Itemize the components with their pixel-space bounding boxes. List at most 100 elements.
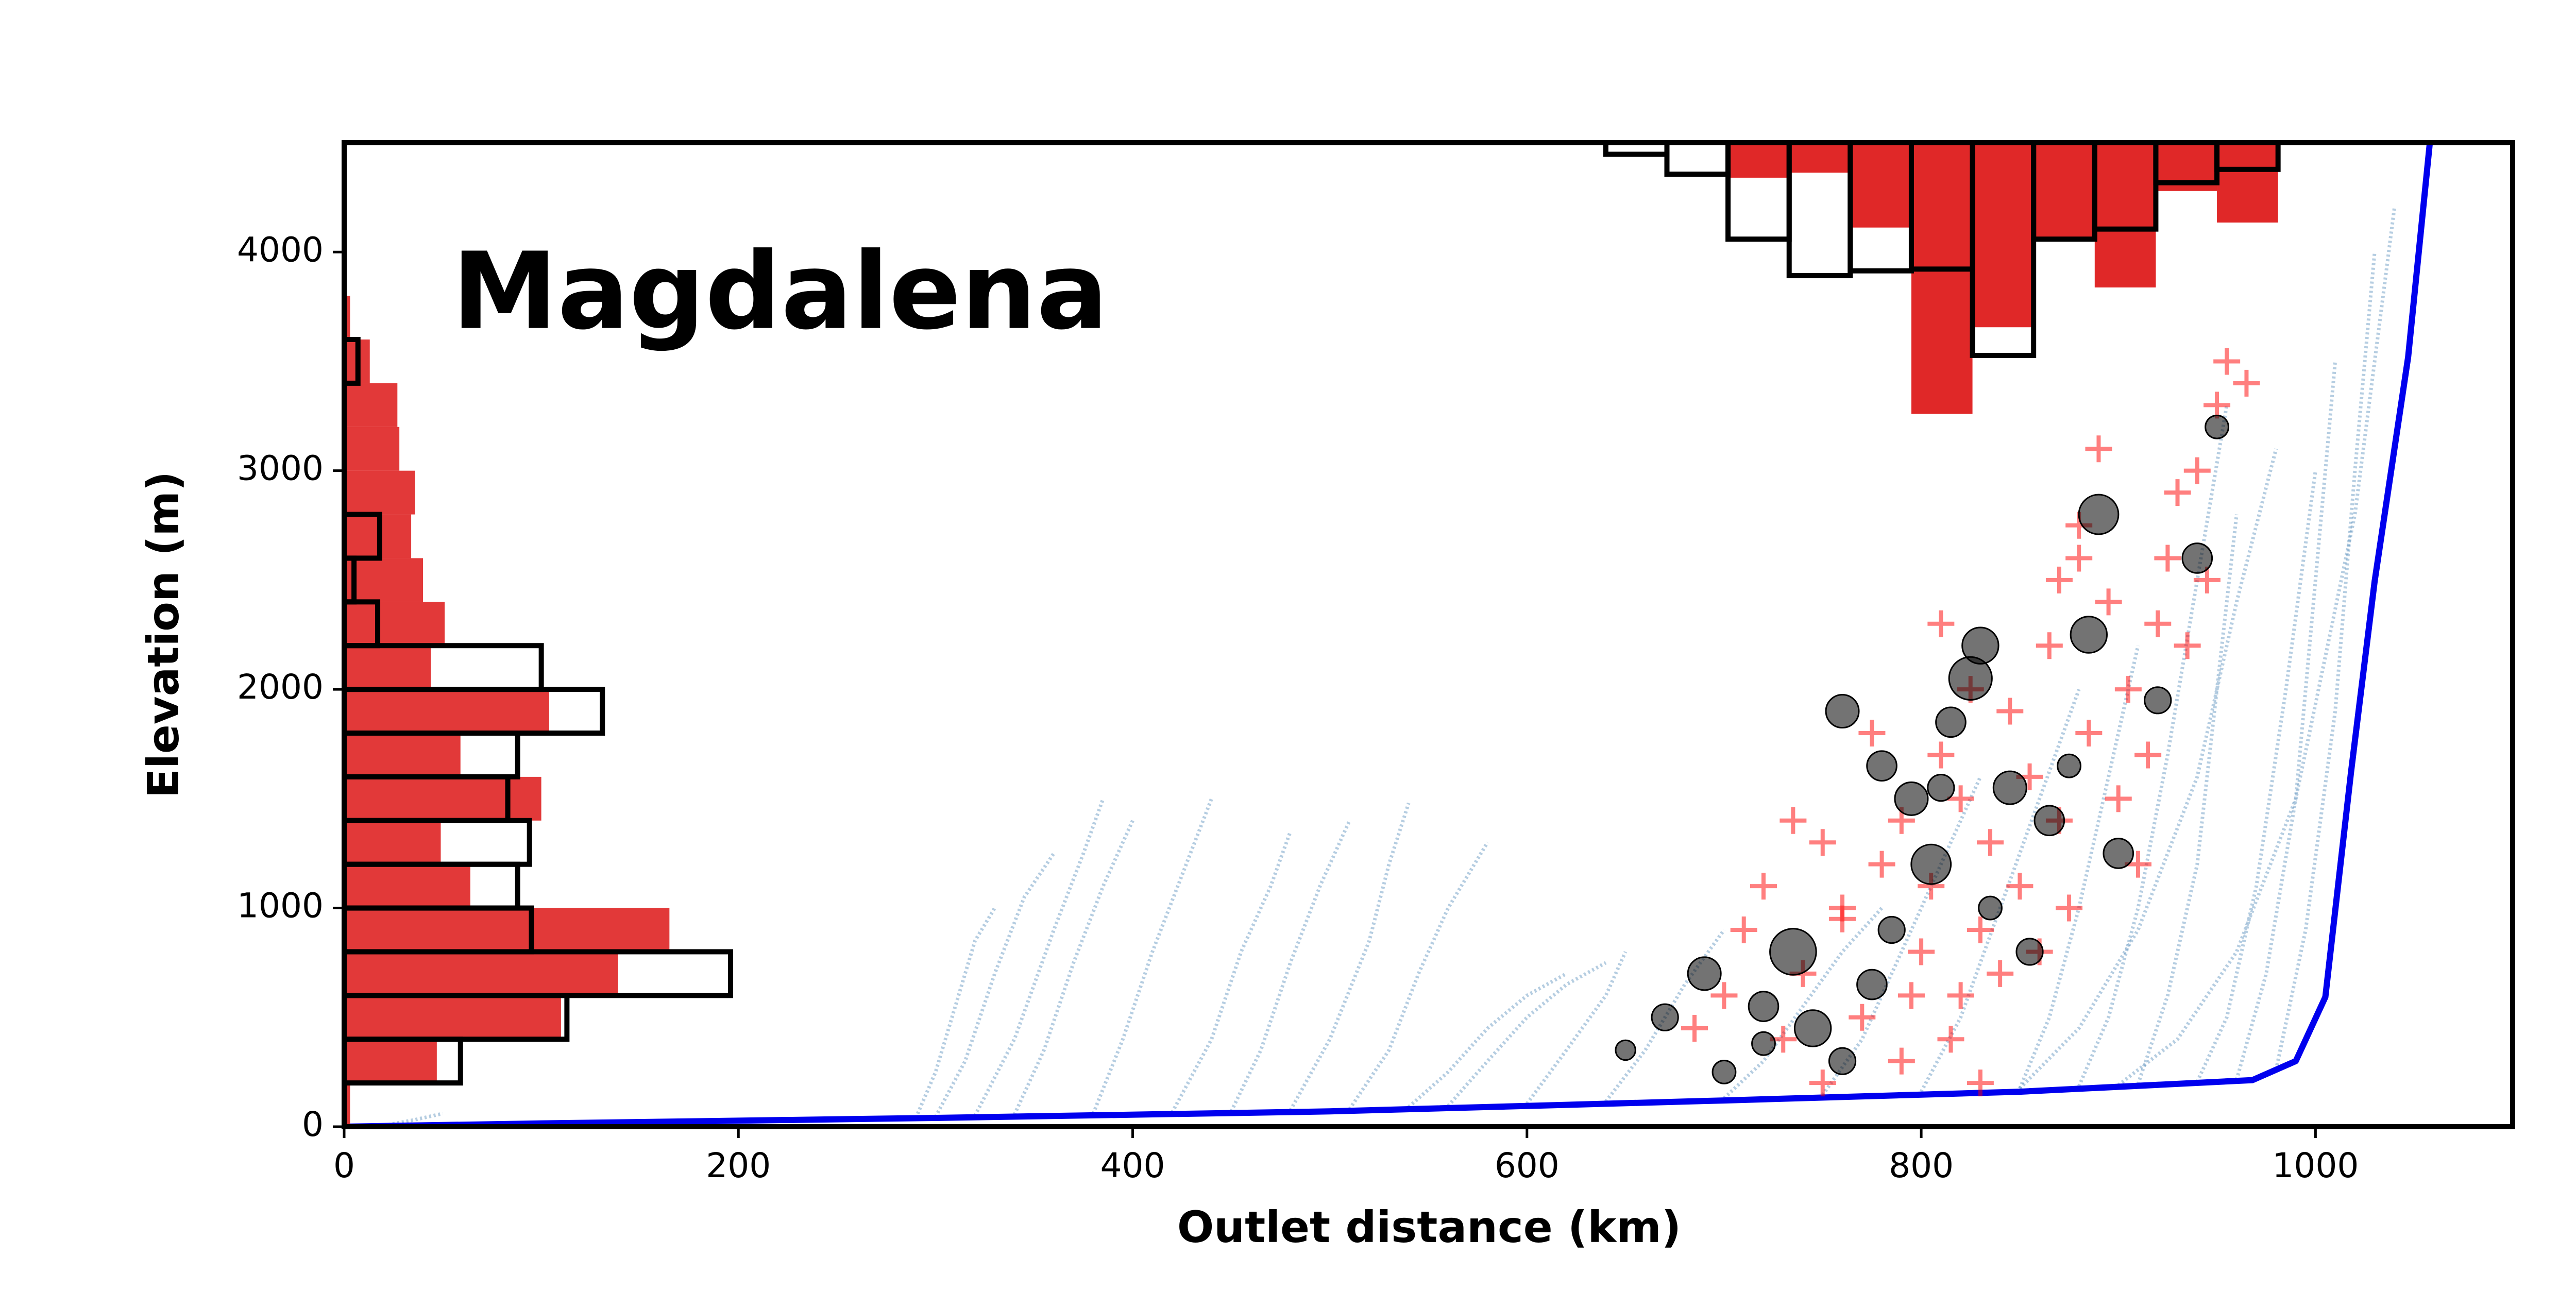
x-axis-label: Outlet distance (km) — [1177, 1202, 1681, 1252]
left-histogram-bar — [344, 864, 470, 908]
top-histogram-bar — [1850, 143, 1911, 228]
tributary-profile — [2195, 470, 2317, 1083]
plus-marker — [2036, 632, 2063, 659]
plus-marker — [2183, 457, 2211, 484]
plus-marker — [2075, 720, 2103, 746]
plus-marker — [1780, 807, 1807, 834]
plus-marker — [1937, 1026, 1964, 1053]
left-histogram-bar — [344, 776, 541, 821]
plus-marker — [2134, 741, 2162, 769]
plus-marker — [1967, 916, 1994, 943]
tributary-profile — [1447, 961, 1607, 1107]
circle-marker — [2078, 494, 2120, 535]
tributary-profile — [2136, 514, 2239, 1085]
circle-marker — [1748, 991, 1780, 1022]
circle-marker — [1992, 770, 2027, 805]
tributary-profile — [1525, 951, 1628, 1105]
circle-marker — [1866, 750, 1897, 782]
plus-marker — [2164, 479, 2191, 506]
circle-marker — [1769, 928, 1817, 976]
plus-marker — [1888, 1047, 1915, 1075]
x-tick-label: 200 — [706, 1146, 771, 1185]
circle-marker — [2103, 838, 2134, 869]
plus-marker — [2095, 588, 2122, 616]
plus-marker — [2154, 545, 2181, 572]
tributary-profile — [973, 798, 1105, 1117]
circle-marker — [1927, 774, 1955, 802]
plus-marker — [1987, 960, 2014, 987]
plus-marker — [2065, 545, 2093, 572]
circle-marker — [2070, 616, 2108, 654]
plus-marker — [2193, 566, 2221, 593]
plot-layer: 0 200 400 600 800 1000 0 1000 2000 3000 4000 — [237, 140, 2515, 1185]
plus-marker — [2174, 632, 2201, 659]
circle-marker — [1793, 1009, 1832, 1047]
left-histogram-bar — [344, 995, 561, 1040]
tributary-profile — [2234, 361, 2337, 1080]
tributary-profile — [2077, 404, 2229, 1087]
tributary-profile — [914, 907, 996, 1119]
tributary-profile — [1091, 798, 1213, 1114]
left-histogram-bar — [344, 602, 445, 646]
plus-marker — [1858, 720, 1886, 746]
tributary-profile — [1289, 802, 1411, 1111]
top-histogram-bar — [1664, 140, 1731, 177]
plus-marker — [1908, 938, 1935, 965]
plus-marker — [2006, 873, 2033, 900]
left-histogram-bar — [344, 908, 670, 952]
left-histogram-bar — [344, 1039, 437, 1083]
left-histogram-bar — [344, 470, 415, 515]
circle-marker — [2205, 414, 2229, 439]
plus-marker — [1927, 741, 1955, 769]
plus-marker — [1927, 610, 1955, 637]
circle-marker — [2144, 686, 2172, 715]
top-histogram-bar — [2094, 143, 2156, 287]
circle-marker — [1751, 1031, 1776, 1056]
circle-marker — [1910, 843, 1952, 885]
plus-marker — [2056, 894, 2083, 922]
y-tick-label: 4000 — [237, 230, 324, 269]
tributary-profile — [1170, 830, 1292, 1114]
tributary-profile — [1821, 776, 1982, 1096]
x-tick-label: 1000 — [2272, 1146, 2359, 1185]
chart-title: Magdalena — [452, 230, 1108, 353]
plus-marker — [2233, 369, 2260, 397]
plus-marker — [2213, 348, 2241, 375]
plus-marker — [2114, 676, 2142, 703]
main-profile — [344, 143, 2433, 1127]
tributary-profile — [2117, 208, 2396, 1087]
circle-marker — [1877, 915, 1906, 944]
tributary-profile — [1407, 972, 1568, 1109]
circle-marker — [1935, 706, 1967, 738]
circle-marker — [1978, 895, 2003, 921]
tributary-profile — [1723, 907, 1884, 1100]
left-histogram-bar — [344, 427, 400, 471]
left-histogram-bar — [344, 820, 441, 864]
tributary-profile — [934, 852, 1056, 1118]
tributary-profile — [1919, 688, 2081, 1093]
circle-marker — [2181, 542, 2213, 574]
plus-marker — [1947, 982, 1974, 1009]
circle-marker — [1615, 1039, 1636, 1061]
circle-marker — [2015, 938, 2044, 966]
x-tick-label: 600 — [1495, 1146, 1560, 1185]
tributary-profile — [2018, 448, 2278, 1090]
circle-marker — [1961, 626, 1999, 665]
plus-marker — [1809, 829, 1836, 856]
y-tick-label: 2000 — [237, 667, 324, 707]
circle-marker — [1687, 956, 1722, 991]
x-tick-label: 400 — [1100, 1146, 1165, 1185]
left-histogram-bar — [344, 689, 549, 733]
tributary-profile — [2274, 251, 2377, 1071]
left-histogram-bar — [344, 1083, 350, 1127]
plus-marker — [1681, 1015, 1708, 1042]
plus-marker — [1750, 873, 1777, 900]
y-axis-label: Elevation (m) — [138, 471, 189, 799]
top-histogram-bar — [1972, 143, 2034, 328]
plus-marker — [1868, 851, 1895, 878]
plus-marker — [1809, 1070, 1836, 1097]
tributary-profile — [1348, 841, 1489, 1110]
plus-marker — [1947, 785, 1974, 812]
plus-marker — [2144, 610, 2172, 637]
